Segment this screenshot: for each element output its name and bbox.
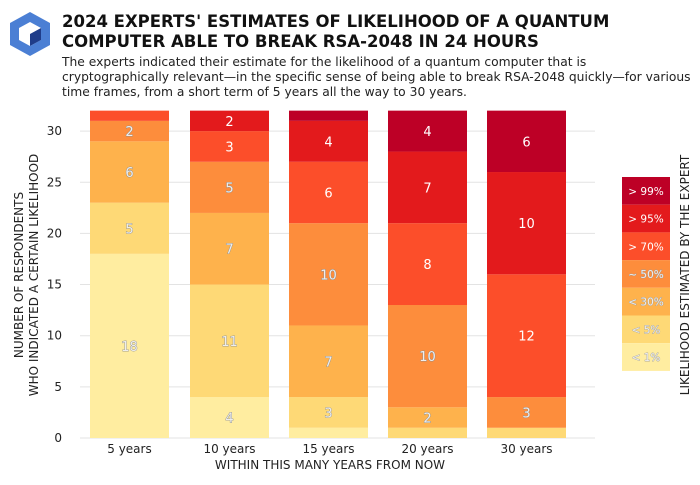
bar-segment xyxy=(90,120,169,142)
legend-swatch xyxy=(622,343,670,371)
y-tick-label: 15 xyxy=(47,278,62,292)
bar-segment xyxy=(289,325,368,398)
x-tick-label: 20 years xyxy=(401,442,453,456)
y-tick-label: 30 xyxy=(47,124,62,138)
legend-label: ~ 50% xyxy=(628,269,663,281)
chart-title: 2024 EXPERTS' ESTIMATES OF LIKELIHOOD OF… xyxy=(62,12,610,51)
data-label: 4 xyxy=(423,125,431,140)
bar-segment xyxy=(289,397,368,428)
legend-label: < 1% xyxy=(632,352,661,364)
data-label: 18 xyxy=(121,340,138,355)
data-label: 6 xyxy=(324,186,332,201)
bar-segment xyxy=(190,161,269,213)
y-tick-label: 0 xyxy=(54,431,62,445)
x-axis-label: WITHIN THIS MANY YEARS FROM NOW xyxy=(215,458,445,472)
bar-segment xyxy=(190,110,269,132)
legend-label: > 70% xyxy=(628,241,663,253)
x-tick-label: 30 years xyxy=(500,442,552,456)
y-axis-label: NUMBER OF RESPONDENTS xyxy=(12,192,26,358)
data-label: 11 xyxy=(221,335,238,350)
bar-segment xyxy=(90,202,169,254)
bar-segment xyxy=(90,141,169,203)
bar-segment xyxy=(90,253,169,438)
y-tick-label: 5 xyxy=(54,380,62,394)
data-label: 2 xyxy=(423,412,431,427)
bar-segment xyxy=(388,110,467,152)
bar-segment xyxy=(190,284,269,398)
data-label: 2 xyxy=(125,125,133,140)
legend-swatch xyxy=(622,260,670,288)
data-label: 4 xyxy=(324,135,332,150)
x-tick-label: 5 years xyxy=(107,442,151,456)
data-label: 7 xyxy=(324,355,332,370)
y-tick-label: 25 xyxy=(47,175,62,189)
legend-swatch xyxy=(622,177,670,205)
bar-segment xyxy=(388,427,467,438)
data-label: 5 xyxy=(125,222,133,237)
data-label: 10 xyxy=(419,350,436,365)
data-label: 6 xyxy=(522,135,530,150)
chart-subtitle: The experts indicated their estimate for… xyxy=(62,55,691,99)
bar-segment xyxy=(487,274,566,398)
data-label: 7 xyxy=(225,243,233,258)
data-label: 5 xyxy=(225,181,233,196)
bar-segment xyxy=(190,212,269,285)
legend-swatch xyxy=(622,204,670,233)
bar-segment xyxy=(90,110,169,121)
legend-title: LIKELIHOOD ESTIMATED BY THE EXPERT xyxy=(678,154,692,395)
bar-segment xyxy=(487,110,566,173)
legend-label: < 30% xyxy=(628,297,663,309)
bar-segment xyxy=(190,131,269,162)
bar-segment xyxy=(487,172,566,275)
bar-segment xyxy=(487,427,566,438)
bar-segment xyxy=(487,397,566,428)
data-label: 10 xyxy=(518,217,535,232)
bar-segment xyxy=(289,427,368,438)
cube-logo xyxy=(10,12,50,56)
legend-label: < 5% xyxy=(632,324,661,336)
bar-segment xyxy=(388,223,467,306)
legend-swatch xyxy=(622,232,670,261)
bar-segment xyxy=(388,305,467,408)
legend-label: > 95% xyxy=(628,214,663,226)
bar-segment xyxy=(190,397,269,438)
y-tick-label: 20 xyxy=(47,226,62,240)
bar-segment xyxy=(289,120,368,162)
legend-swatch xyxy=(622,287,670,316)
legend-label: > 99% xyxy=(628,186,663,198)
data-label: 6 xyxy=(125,166,133,181)
bar-segment xyxy=(388,407,467,428)
data-label: 8 xyxy=(423,258,431,273)
data-label: 3 xyxy=(225,140,233,155)
data-label: 10 xyxy=(320,268,337,283)
data-label: 3 xyxy=(522,406,530,421)
data-label: 3 xyxy=(324,406,332,421)
bar-segment xyxy=(289,223,368,326)
data-label: 12 xyxy=(518,330,535,345)
x-tick-label: 10 years xyxy=(203,442,255,456)
bar-segment xyxy=(289,110,368,121)
x-tick-label: 15 years xyxy=(302,442,354,456)
bar-segment xyxy=(289,161,368,224)
legend-swatch xyxy=(622,315,670,344)
y-axis-label: WHO INDICATED A CERTAIN LIKELIHOOD xyxy=(27,154,41,397)
data-label: 4 xyxy=(225,412,233,427)
bar-segment xyxy=(388,151,467,224)
data-label: 7 xyxy=(423,181,431,196)
y-tick-label: 10 xyxy=(47,329,62,343)
data-label: 2 xyxy=(225,115,233,130)
